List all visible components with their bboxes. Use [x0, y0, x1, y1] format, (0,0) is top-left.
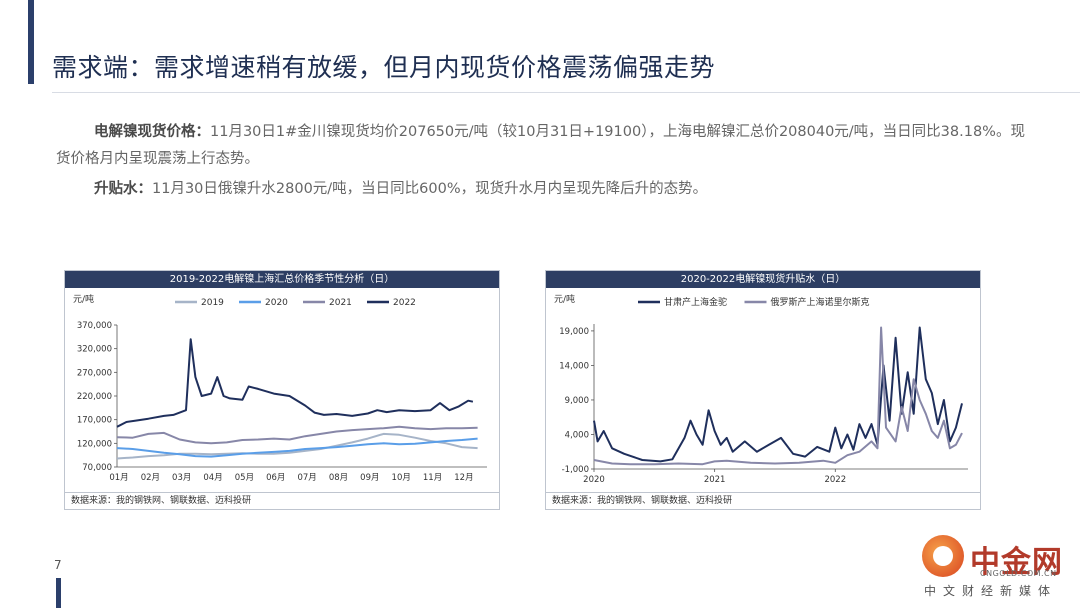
logo-subtitle: 中文财经新媒体: [924, 584, 1058, 598]
x-tick-label: 02月: [141, 473, 160, 483]
y-tick-label: 70,000: [82, 463, 112, 473]
y-tick-label: 14,000: [559, 361, 589, 371]
series-line-2022: [116, 338, 474, 428]
y-tick-label: 120,000: [77, 439, 112, 449]
series-line-2021: [116, 425, 478, 445]
logo-icon: [922, 535, 964, 577]
y-tick-label: 320,000: [77, 345, 112, 355]
paragraph-label: 电解镍现货价格：: [94, 124, 210, 140]
y-tick-label: 270,000: [77, 368, 112, 378]
x-tick-label: 10月: [392, 473, 411, 483]
y-axis-label: 元/吨: [554, 293, 575, 305]
y-tick-label: 170,000: [77, 416, 112, 426]
paragraph-premium: 升贴水：11月30日俄镍升水2800元/吨，当日同比600%，现货升水月内呈现先…: [56, 176, 1036, 203]
chart-title: 2020-2022电解镍现货升贴水（日）: [546, 271, 980, 288]
accent-bar-bottom: [56, 578, 61, 608]
x-tick-label: 05月: [235, 473, 254, 483]
chart-panel-price: 2019-2022电解镍上海汇总价格季节性分析（日） 元/吨 2019 2020 20…: [64, 270, 500, 510]
legend-label: 甘肃产上海金驼: [664, 296, 727, 308]
chart-source: 数据来源：我的钢铁网、钢联数据、迈科投研: [65, 492, 499, 509]
y-axis-label: 元/吨: [73, 293, 94, 305]
logo-domain: CNGOLD.COM.CN: [980, 569, 1057, 578]
premium-chart: 元/吨 甘肃产上海金驼 俄罗斯产上海诺里尔斯克 19,000 14,000 9,000 4,…: [554, 293, 968, 485]
x-tick-label: 03月: [172, 473, 191, 483]
x-tick-label: 2021: [704, 475, 726, 485]
x-tick-label: 11月: [423, 473, 442, 483]
page-number: 7: [54, 558, 62, 572]
y-tick-label: 19,000: [559, 327, 589, 337]
legend-label: 2022: [393, 298, 416, 308]
x-tick-label: 04月: [203, 473, 222, 483]
chart-title: 2019-2022电解镍上海汇总价格季节性分析（日）: [65, 271, 499, 288]
series-line-甘肃产上海金驼: [593, 326, 963, 463]
y-tick-label: 4,000: [565, 430, 589, 440]
accent-bar: [28, 0, 34, 84]
x-tick-label: 06月: [266, 473, 285, 483]
legend-label: 2020: [265, 298, 288, 308]
paragraph-label: 升贴水：: [94, 181, 152, 197]
x-tick-label: 12月: [454, 473, 473, 483]
paragraph-spot-price: 电解镍现货价格：11月30日1#金川镍现货均价207650元/吨（较10月31日…: [56, 119, 1036, 173]
y-tick-label: 9,000: [565, 396, 589, 406]
legend-label: 2019: [201, 298, 224, 308]
series-line-2020: [116, 437, 478, 458]
y-tick-label: -1,000: [562, 465, 589, 475]
logo-text: 中金网: [970, 545, 1063, 580]
y-tick-label: 220,000: [77, 392, 112, 402]
slide-title: 需求端：需求增速稍有放缓，但月内现货价格震荡偏强走势: [52, 53, 716, 82]
x-tick-label: 2022: [824, 475, 846, 485]
paragraph-text: 11月30日1#金川镍现货均价207650元/吨（较10月31日+19100），…: [56, 124, 1025, 167]
chart-panel-premium: 2020-2022电解镍现货升贴水（日） 元/吨 甘肃产上海金驼 俄罗斯产上海诺里尔…: [545, 270, 981, 510]
paragraph-text: 11月30日俄镍升水2800元/吨，当日同比600%，现货升水月内呈现先降后升的…: [152, 181, 708, 197]
logo: 中金网 CNGOLD.COM.CN 中文财经新媒体: [918, 535, 1068, 603]
price-chart: 元/吨 2019 2020 2021 2022 370,000 320,000 270,000…: [73, 293, 487, 483]
x-tick-label: 08月: [329, 473, 348, 483]
x-tick-label: 01月: [109, 473, 128, 483]
legend-label: 2021: [329, 298, 352, 308]
title-divider: [52, 92, 1080, 93]
chart-source: 数据来源：我的钢铁网、钢联数据、迈科投研: [546, 492, 980, 509]
x-tick-label: 07月: [297, 473, 316, 483]
x-tick-label: 2020: [583, 475, 605, 485]
legend-label: 俄罗斯产上海诺里尔斯克: [771, 296, 870, 308]
y-tick-label: 370,000: [77, 321, 112, 331]
series-line-俄罗斯产上海诺里尔斯克: [593, 326, 963, 466]
x-tick-label: 09月: [360, 473, 379, 483]
